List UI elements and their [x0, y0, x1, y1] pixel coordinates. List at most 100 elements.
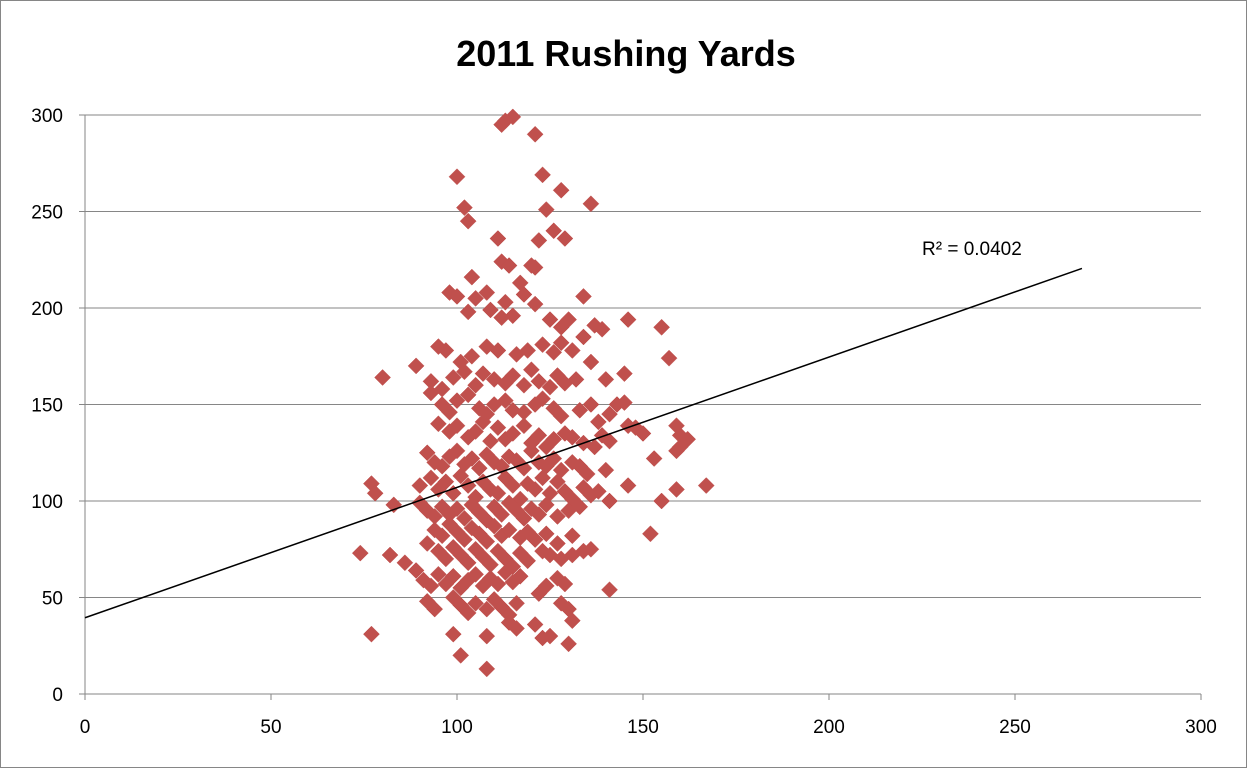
data-point: [530, 506, 548, 523]
data-point: [467, 423, 484, 440]
data-point: [500, 614, 518, 631]
data-point: [634, 425, 652, 442]
x-tick-label: 250: [999, 717, 1031, 738]
data-point: [482, 432, 499, 450]
y-tick-labels: 0 50 100 150 200 250 300: [31, 106, 63, 706]
data-point: [363, 625, 380, 643]
data-point: [601, 581, 618, 599]
data-point: [537, 201, 555, 218]
data-point: [463, 450, 481, 467]
data-point: [526, 295, 544, 313]
data-point: [478, 284, 496, 301]
data-point: [374, 369, 391, 386]
data-point: [448, 417, 466, 435]
data-point: [459, 303, 477, 321]
data-point: [582, 540, 600, 558]
data-point: [437, 473, 455, 491]
data-point: [433, 527, 451, 545]
data-point: [433, 457, 451, 475]
data-point: [430, 415, 447, 433]
data-point: [500, 521, 518, 539]
data-point: [459, 386, 477, 404]
data-point: [452, 647, 470, 664]
data-point: [508, 620, 525, 637]
data-point: [474, 365, 492, 382]
axes: [79, 114, 1202, 700]
data-point: [448, 500, 466, 518]
data-point: [456, 510, 473, 527]
data-point: [448, 168, 466, 186]
trendline: R² = 0.0402: [84, 239, 1083, 619]
trendline-line: [84, 267, 1083, 619]
data-point: [523, 442, 540, 460]
data-point: [493, 309, 510, 327]
y-tick-label: 0: [52, 685, 63, 706]
data-point: [552, 407, 570, 425]
data-point: [489, 484, 507, 502]
y-tick-label: 300: [31, 106, 63, 127]
data-point: [448, 442, 466, 460]
data-point: [485, 517, 503, 535]
x-tick-labels: 0 50 100 150 200 250 300: [80, 717, 1217, 738]
data-point: [351, 544, 369, 562]
data-point: [515, 510, 533, 527]
data-point: [493, 506, 510, 523]
data-point: [541, 627, 559, 645]
data-point: [537, 525, 555, 543]
data-point: [552, 334, 570, 352]
r-squared-label: R² = 0.0402: [922, 239, 1022, 260]
data-point: [534, 469, 551, 487]
data-point: [530, 585, 548, 602]
data-point: [463, 268, 481, 286]
data-point: [489, 419, 507, 437]
data-point: [497, 293, 514, 311]
data-point: [660, 349, 678, 367]
data-point: [411, 477, 429, 494]
data-point: [526, 125, 544, 143]
data-point: [571, 498, 589, 516]
data-point: [467, 594, 484, 612]
data-point: [396, 554, 414, 572]
data-point: [545, 344, 563, 361]
data-point: [526, 616, 544, 633]
data-point: [653, 318, 670, 336]
data-point: [556, 575, 574, 593]
data-point: [545, 430, 563, 448]
y-tick-label: 200: [31, 299, 63, 320]
data-point: [668, 481, 685, 498]
data-point: [418, 502, 436, 520]
data-point: [497, 112, 514, 130]
data-point: [571, 401, 589, 419]
data-point: [530, 427, 548, 444]
data-point: [534, 336, 551, 354]
data-point: [549, 535, 566, 552]
data-point: [601, 432, 618, 450]
data-point: [448, 392, 466, 409]
data-point: [422, 384, 440, 402]
data-point: [504, 307, 522, 325]
data-point: [508, 594, 525, 612]
data-point: [422, 577, 440, 595]
data-point: [407, 357, 425, 375]
data-point: [575, 288, 592, 305]
data-point: [563, 612, 581, 630]
data-point: [519, 342, 537, 359]
data-point: [541, 378, 559, 396]
data-point: [541, 311, 559, 328]
data-point: [601, 405, 618, 423]
data-point: [601, 492, 618, 510]
data-point: [537, 496, 555, 514]
data-point: [467, 289, 484, 307]
data-point: [504, 425, 522, 442]
data-point: [456, 531, 473, 548]
data-point: [448, 288, 466, 305]
data-point: [489, 342, 507, 359]
data-point: [482, 301, 499, 319]
data-point: [478, 533, 496, 550]
data-point: [418, 535, 436, 552]
data-point: [697, 477, 715, 494]
data-point: [556, 230, 574, 247]
data-point: [467, 376, 484, 394]
x-tick-label: 300: [1185, 717, 1217, 738]
